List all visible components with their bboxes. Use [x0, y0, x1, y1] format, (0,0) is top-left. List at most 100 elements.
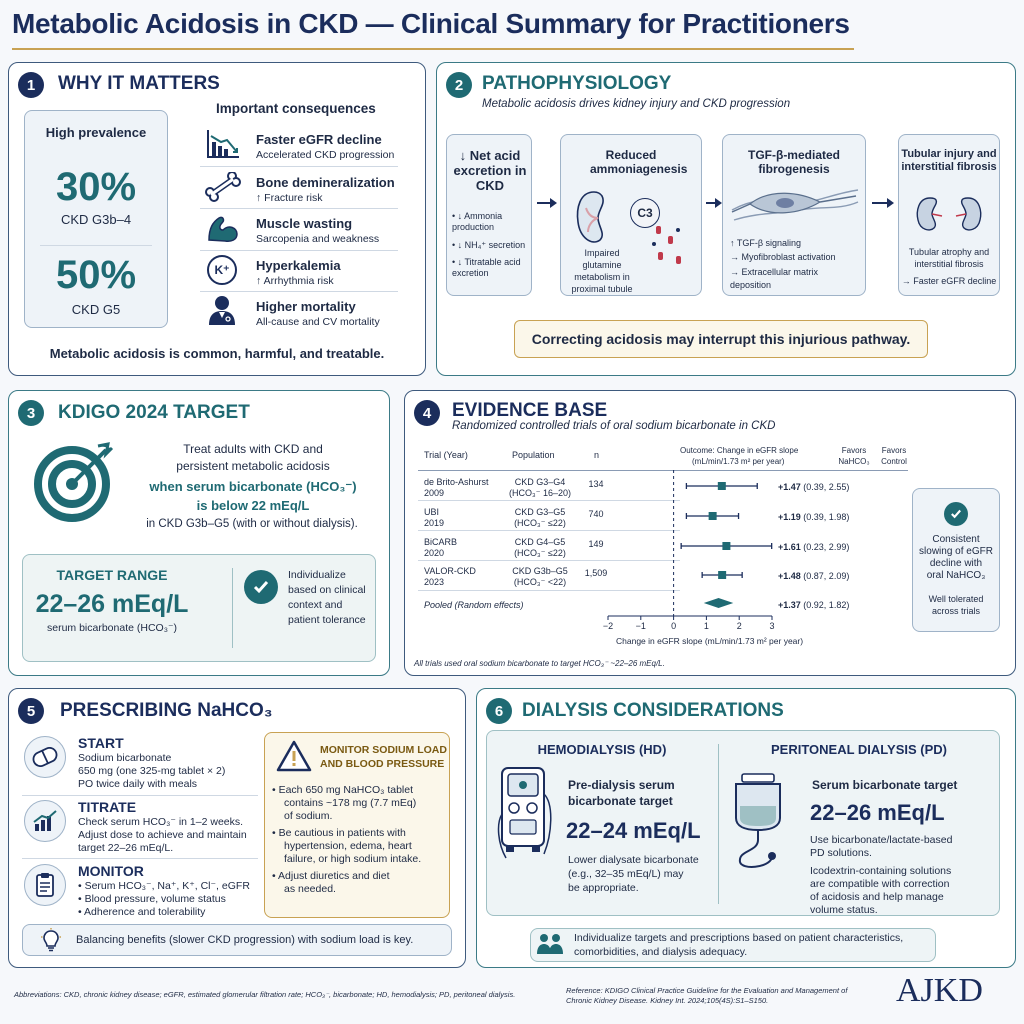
warning-line: of sodium.: [284, 810, 333, 822]
hd-target-value: 22–24 mEq/L: [566, 818, 701, 843]
summary-text: across trials: [931, 606, 980, 616]
forest-plot: −2 −1 0 1 2 3: [603, 470, 775, 631]
target-range-label: TARGET RANGE: [56, 567, 168, 583]
panel-title: EVIDENCE BASE: [452, 400, 608, 421]
individualize-text: comorbidities, and dialysis adequacy.: [574, 946, 748, 958]
molecules-icon: [652, 226, 681, 264]
kdigo-line-highlight: when serum bicarbonate (HCO₃⁻): [149, 479, 357, 494]
trial-est-value: +1.19: [778, 512, 801, 522]
path-box-title: TGF-β-mediated fibrogenesis: [748, 148, 840, 176]
trial-pop: CKD G4–G5: [514, 537, 566, 547]
warning-line: • Adjust diuretics and diet: [272, 870, 390, 882]
panel-title: WHY IT MATTERS: [58, 73, 220, 94]
point-estimate: [708, 512, 717, 520]
stat-30-label: CKD G3b–4: [60, 212, 132, 227]
point-estimate: [718, 571, 727, 579]
trial-pop: (HCO₃⁻ ≤22): [514, 548, 566, 558]
ajkd-logo: AJKD: [896, 972, 983, 1009]
path-bullet: ↑ TGF-β signaling: [730, 238, 802, 248]
trial-pop: CKD G3–G4: [514, 477, 566, 487]
divider: [718, 744, 719, 904]
start-line: 650 mg (one 325-mg tablet × 2): [78, 765, 226, 777]
trial-n: 134: [588, 479, 604, 489]
x-tick-label: 2: [737, 621, 742, 631]
trial-pop: CKD G3b–G5: [512, 566, 568, 576]
divider: [200, 166, 398, 167]
trial-estimate: +1.19 (0.39, 1.98): [778, 512, 849, 522]
col-header-favors: Control: [881, 457, 907, 466]
path-box-acid-excretion: [446, 134, 532, 296]
x-tick-label: 3: [769, 621, 774, 631]
trial-year: 2023: [424, 577, 445, 587]
row-rule: [418, 590, 680, 591]
trial-n: 1,509: [584, 568, 608, 578]
target-icon: [34, 442, 114, 522]
panel-title: DIALYSIS CONSIDERATIONS: [522, 700, 784, 721]
summary-text: oral NaHCO₃: [926, 570, 986, 581]
monitor-line: • Serum HCO₃⁻, Na⁺, K⁺, Cl⁻, eGFR: [78, 880, 250, 892]
kdigo-line: in CKD G3b–G5 (with or without dialysis)…: [146, 518, 358, 530]
x-tick-label: −1: [636, 621, 646, 631]
path-box-title: Tubular injury and interstitial fibrosis: [901, 148, 997, 173]
col-header-population: Population: [512, 450, 555, 460]
pooled-diamond: [703, 598, 734, 608]
flow-arrow: [706, 198, 722, 208]
x-tick-label: 0: [671, 621, 676, 631]
pd-note: volume status.: [810, 904, 878, 916]
summary-text: Consistent: [932, 534, 980, 545]
individualize-text: based on clinical: [288, 584, 366, 596]
flow-arrow: [537, 198, 557, 208]
col-header-n: n: [594, 450, 600, 460]
trial-name: de Brito-Ashurst: [424, 477, 489, 487]
col-header-outcome: Outcome: Change in eGFR slope: [680, 446, 799, 455]
trial-year: 2019: [424, 518, 445, 528]
path-bullet: • ↓ NH₄⁺ secretion: [452, 240, 526, 250]
panel-number: 5: [18, 698, 44, 724]
trial-ci: (0.39, 2.55): [803, 482, 850, 492]
target-range-box: [22, 554, 376, 662]
myofibroblast-icon: [731, 189, 859, 221]
point-estimate: [722, 542, 731, 550]
warning-title: AND BLOOD PRESSURE: [320, 758, 445, 770]
trial-ci: (0.87, 2.09): [803, 571, 850, 581]
forest-axis-label: Change in eGFR slope (mL/min/1.73 m² per…: [616, 636, 804, 646]
trial-name: BiCARB: [424, 537, 458, 547]
kidney-icon: [576, 191, 604, 243]
path-bullet: • ↓ Titratable acid excretion: [452, 257, 521, 278]
hemodialysis-machine-icon: [497, 767, 552, 859]
individualize-text: Individualize targets and prescriptions …: [574, 932, 904, 944]
hd-note: Lower dialysate bicarbonate: [568, 854, 699, 866]
trial-name: UBI: [424, 507, 440, 517]
consequence-title: Faster eGFR decline: [256, 132, 382, 147]
stat-30: 30%: [55, 165, 137, 209]
header-rule: [418, 470, 908, 471]
trial-pop: (HCO₃⁻ ≤22): [514, 518, 566, 528]
row-rule: [418, 500, 680, 501]
kdigo-line-highlight: is below 22 mEq/L: [196, 498, 310, 513]
pd-note: Use bicarbonate/lactate-based: [810, 834, 953, 846]
individualize-callout: [530, 928, 936, 962]
hd-note: be appropriate.: [568, 882, 639, 894]
trial-estimate: +1.47 (0.39, 2.55): [778, 482, 849, 492]
path-bullet: → Extracellular matrix deposition: [730, 267, 819, 290]
panel-footer: Metabolic acidosis is common, harmful, a…: [49, 346, 385, 361]
path-box-tubular-injury: [898, 134, 1000, 296]
panel-subtitle: Metabolic acidosis drives kidney injury …: [482, 98, 791, 110]
c3-cell-icon: C3: [630, 198, 660, 228]
individualize-text: context and: [288, 599, 343, 611]
target-range-unit: serum bicarbonate (HCO₃⁻): [46, 622, 178, 634]
consequence-title: Hyperkalemia: [256, 258, 341, 273]
path-box-title: Reduced ammoniagenesis: [590, 148, 688, 176]
point-estimate: [717, 482, 726, 490]
title-divider: [12, 48, 854, 50]
c3-label: C3: [637, 206, 653, 220]
titrate-line: target 22–26 mEq/L.: [78, 842, 174, 854]
pd-note: of acidosis and help manage: [810, 891, 944, 903]
path-box-desc: Impaired glutamine metabolism in proxima…: [571, 248, 633, 294]
warning-line: • Be cautious in patients with: [272, 827, 406, 839]
consequence-desc: Accelerated CKD progression: [256, 149, 395, 161]
consequence-title: Bone demineralization: [256, 175, 395, 190]
consequence-desc: All-cause and CV mortality: [256, 316, 380, 328]
divider: [232, 568, 233, 648]
consequence-desc: Sarcopenia and weakness: [256, 233, 380, 245]
